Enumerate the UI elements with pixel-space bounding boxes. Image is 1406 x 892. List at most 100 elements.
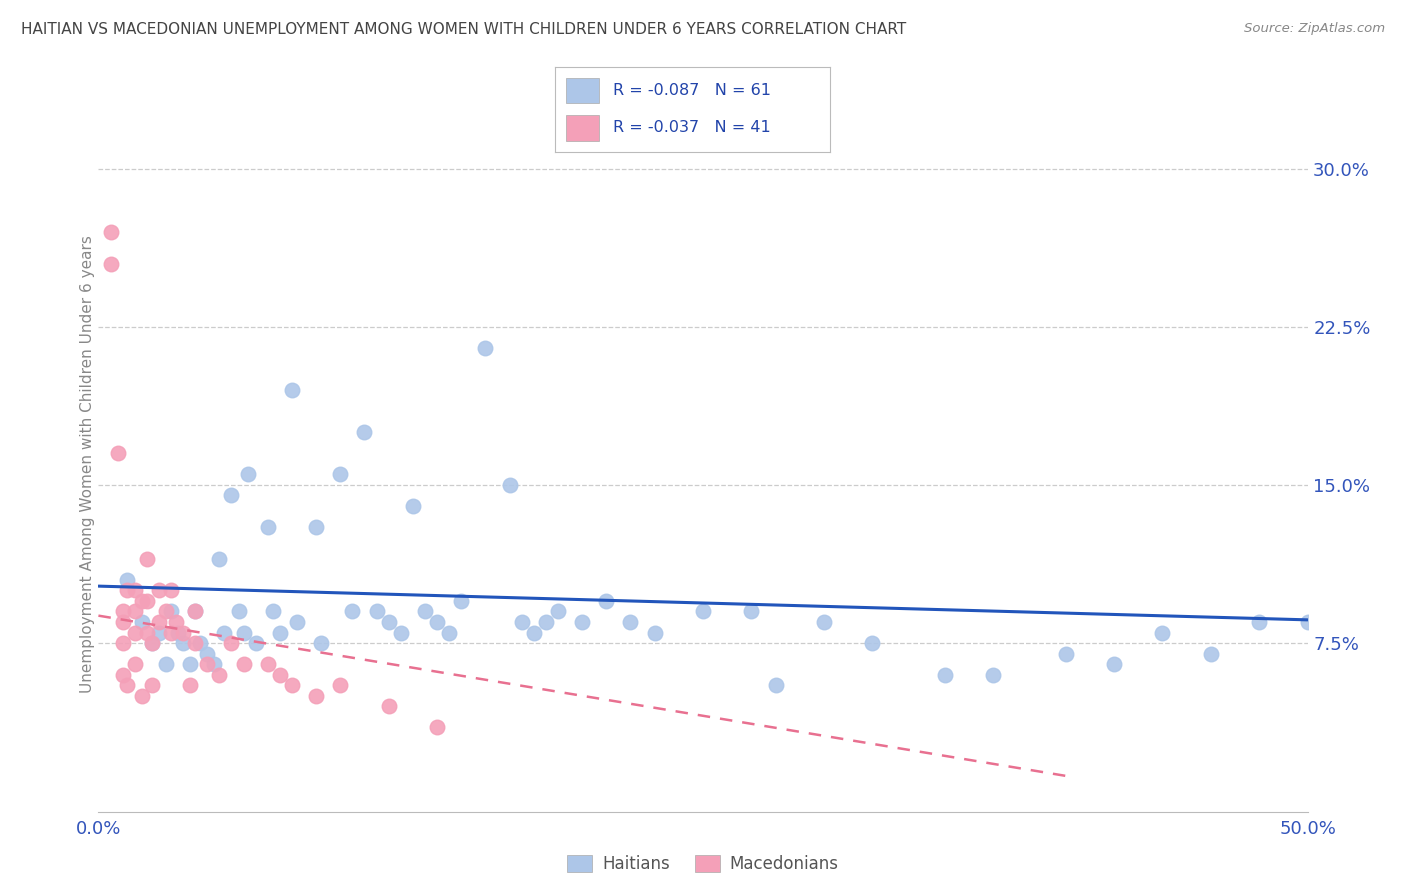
- Point: [124, 583, 146, 598]
- Point: [179, 657, 201, 672]
- Point: [100, 256, 122, 270]
- Point: [366, 604, 388, 618]
- Point: [148, 615, 170, 629]
- Point: [765, 678, 787, 692]
- Point: [644, 625, 666, 640]
- Point: [165, 615, 187, 629]
- Point: [1152, 625, 1174, 640]
- Point: [269, 667, 291, 681]
- Point: [256, 657, 278, 672]
- Point: [547, 604, 569, 618]
- Point: [1054, 647, 1077, 661]
- Point: [107, 446, 129, 460]
- Point: [595, 594, 617, 608]
- Point: [141, 636, 163, 650]
- Point: [184, 636, 207, 650]
- Point: [437, 625, 460, 640]
- Point: [281, 383, 304, 397]
- Point: [117, 678, 139, 692]
- Point: [329, 467, 352, 482]
- Point: [208, 667, 231, 681]
- Point: [342, 604, 364, 618]
- Point: [124, 625, 146, 640]
- Text: HAITIAN VS MACEDONIAN UNEMPLOYMENT AMONG WOMEN WITH CHILDREN UNDER 6 YEARS CORRE: HAITIAN VS MACEDONIAN UNEMPLOYMENT AMONG…: [21, 22, 907, 37]
- Point: [148, 583, 170, 598]
- Y-axis label: Unemployment Among Women with Children Under 6 years: Unemployment Among Women with Children U…: [80, 235, 94, 693]
- Point: [155, 657, 177, 672]
- Point: [228, 604, 250, 618]
- Point: [413, 604, 436, 618]
- Point: [232, 657, 254, 672]
- Point: [124, 604, 146, 618]
- Point: [131, 594, 153, 608]
- Point: [285, 615, 308, 629]
- Point: [179, 678, 201, 692]
- Point: [184, 604, 207, 618]
- Point: [188, 636, 211, 650]
- Point: [377, 699, 399, 714]
- Point: [172, 636, 194, 650]
- Point: [281, 678, 304, 692]
- Point: [510, 615, 533, 629]
- Bar: [567, 78, 599, 103]
- Point: [571, 615, 593, 629]
- Point: [1102, 657, 1125, 672]
- Legend: Haitians, Macedonians: Haitians, Macedonians: [561, 848, 845, 880]
- Point: [167, 625, 190, 640]
- Point: [1199, 647, 1222, 661]
- Point: [184, 604, 207, 618]
- Point: [402, 499, 425, 513]
- Point: [111, 667, 134, 681]
- Point: [238, 467, 260, 482]
- Point: [305, 689, 328, 703]
- Text: R = -0.037   N = 41: R = -0.037 N = 41: [613, 120, 770, 136]
- Bar: [567, 115, 599, 141]
- Point: [377, 615, 399, 629]
- Point: [256, 520, 278, 534]
- Point: [309, 636, 332, 650]
- Point: [305, 520, 328, 534]
- Point: [934, 667, 956, 681]
- Point: [619, 615, 641, 629]
- Point: [426, 615, 449, 629]
- Point: [111, 636, 134, 650]
- Point: [245, 636, 267, 650]
- Point: [141, 636, 163, 650]
- Point: [498, 478, 520, 492]
- Point: [135, 625, 157, 640]
- Point: [212, 625, 235, 640]
- Point: [981, 667, 1004, 681]
- Point: [860, 636, 883, 650]
- Point: [111, 604, 134, 618]
- Point: [148, 625, 170, 640]
- Point: [195, 657, 218, 672]
- Text: R = -0.087   N = 61: R = -0.087 N = 61: [613, 83, 770, 98]
- Point: [160, 583, 183, 598]
- Point: [204, 657, 226, 672]
- Point: [117, 583, 139, 598]
- Point: [221, 636, 243, 650]
- Point: [160, 604, 183, 618]
- Point: [353, 425, 375, 440]
- Point: [131, 689, 153, 703]
- Point: [450, 594, 472, 608]
- Point: [232, 625, 254, 640]
- Point: [262, 604, 284, 618]
- Text: Source: ZipAtlas.com: Source: ZipAtlas.com: [1244, 22, 1385, 36]
- Point: [523, 625, 546, 640]
- Point: [1296, 615, 1319, 629]
- Point: [111, 615, 134, 629]
- Point: [813, 615, 835, 629]
- Point: [195, 647, 218, 661]
- Point: [124, 657, 146, 672]
- Point: [155, 604, 177, 618]
- Point: [131, 615, 153, 629]
- Point: [329, 678, 352, 692]
- Point: [389, 625, 412, 640]
- Point: [208, 551, 231, 566]
- Point: [740, 604, 762, 618]
- Point: [221, 488, 243, 502]
- Point: [426, 720, 449, 734]
- Point: [141, 678, 163, 692]
- Point: [269, 625, 291, 640]
